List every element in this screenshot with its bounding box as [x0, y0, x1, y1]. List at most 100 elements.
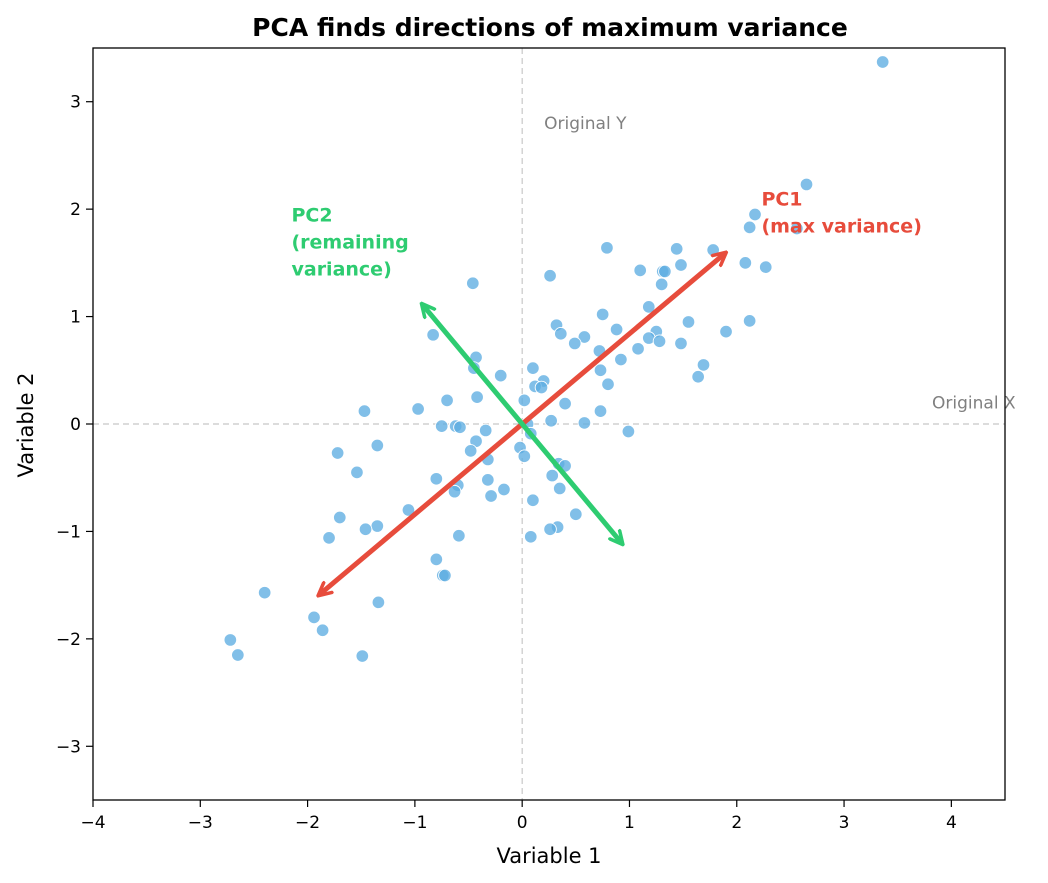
y-tick-label: −3	[56, 737, 81, 757]
data-point	[440, 393, 454, 408]
data-point	[601, 377, 615, 392]
data-point	[614, 352, 628, 367]
data-point	[742, 220, 757, 235]
data-point	[790, 221, 804, 236]
data-point	[434, 419, 449, 433]
data-point	[370, 519, 385, 533]
data-point	[452, 528, 466, 543]
data-point	[691, 369, 705, 384]
data-point	[545, 468, 559, 483]
data-point	[738, 256, 753, 270]
data-point	[696, 358, 711, 372]
annotation-pc2: PC2 (remaining variance)	[291, 205, 408, 281]
data-point	[438, 568, 452, 583]
y-tick-label: −1	[56, 522, 81, 542]
annotation-line: PC1	[761, 188, 802, 210]
data-point	[370, 438, 385, 453]
data-point	[758, 260, 773, 274]
data-point	[371, 595, 386, 610]
x-tick-label: 0	[517, 813, 528, 833]
x-axis-label: Variable 1	[496, 844, 601, 868]
data-point	[558, 396, 572, 411]
data-point	[231, 648, 245, 662]
data-point	[484, 489, 498, 503]
data-point	[493, 368, 508, 383]
data-point	[223, 633, 238, 647]
annotation-line: (max variance)	[761, 215, 921, 237]
data-point	[481, 473, 495, 487]
data-point	[358, 522, 373, 537]
y-tick-label: 2	[70, 200, 81, 220]
data-point	[497, 482, 511, 497]
data-point	[333, 510, 347, 525]
x-tick-label: −4	[80, 813, 105, 833]
data-point	[517, 449, 532, 463]
y-tick-label: −2	[56, 630, 81, 650]
data-point	[526, 361, 540, 375]
plot-area: Original Y Original X PC1 (max variance) PC2…	[56, 47, 1016, 833]
data-point	[524, 530, 538, 544]
x-tick-label: 2	[731, 813, 742, 833]
data-point	[429, 552, 444, 567]
data-point	[463, 444, 478, 458]
data-point	[706, 243, 720, 257]
data-point	[654, 277, 669, 292]
x-tick-label: −3	[188, 813, 213, 833]
pc2-arrow	[423, 306, 620, 542]
x-tick-label: 4	[946, 813, 957, 833]
data-point	[554, 327, 568, 341]
data-point	[307, 610, 321, 625]
x-tick-label: 3	[839, 813, 850, 833]
data-point	[568, 336, 582, 351]
annotation-pc1: PC1 (max variance)	[761, 188, 921, 237]
data-point	[719, 324, 733, 339]
original-y-label: Original Y	[544, 114, 627, 134]
data-point	[426, 328, 440, 342]
data-point	[674, 336, 688, 351]
data-point	[593, 363, 608, 378]
annotation-line: (remaining	[291, 232, 408, 254]
data-point	[470, 390, 484, 404]
data-point	[544, 414, 558, 428]
data-point	[577, 416, 592, 430]
data-point	[742, 314, 757, 328]
data-point	[517, 393, 532, 408]
data-point	[543, 522, 557, 537]
data-point	[315, 623, 330, 638]
data-point	[534, 380, 549, 395]
data-point	[799, 177, 814, 192]
x-tick-label: −1	[402, 813, 427, 833]
data-point	[453, 420, 467, 434]
data-point	[633, 263, 647, 278]
data-point	[552, 481, 567, 496]
data-point	[658, 264, 672, 279]
data-point	[355, 649, 370, 663]
data-point	[600, 241, 614, 255]
data-point	[674, 258, 688, 272]
annotation-line: variance)	[291, 259, 391, 281]
data-point	[330, 446, 345, 460]
data-point	[526, 493, 540, 508]
data-point	[466, 276, 480, 291]
data-point	[748, 207, 762, 222]
data-point	[257, 585, 272, 600]
data-point	[669, 242, 684, 256]
data-point	[631, 342, 645, 356]
data-point	[621, 424, 636, 439]
data-point	[322, 531, 336, 545]
data-point	[543, 268, 557, 283]
y-tick-label: 3	[70, 93, 81, 113]
data-point	[478, 423, 493, 438]
data-point	[357, 404, 372, 418]
annotation-line: PC2	[291, 205, 332, 227]
x-tick-label: 1	[624, 813, 635, 833]
data-point	[429, 472, 444, 486]
y-tick-label: 1	[70, 308, 81, 328]
x-tick-label: −2	[295, 813, 320, 833]
data-point	[609, 322, 624, 337]
data-point	[569, 507, 583, 521]
y-tick-label: 0	[70, 415, 81, 435]
data-point	[593, 404, 608, 418]
data-point	[411, 402, 425, 416]
